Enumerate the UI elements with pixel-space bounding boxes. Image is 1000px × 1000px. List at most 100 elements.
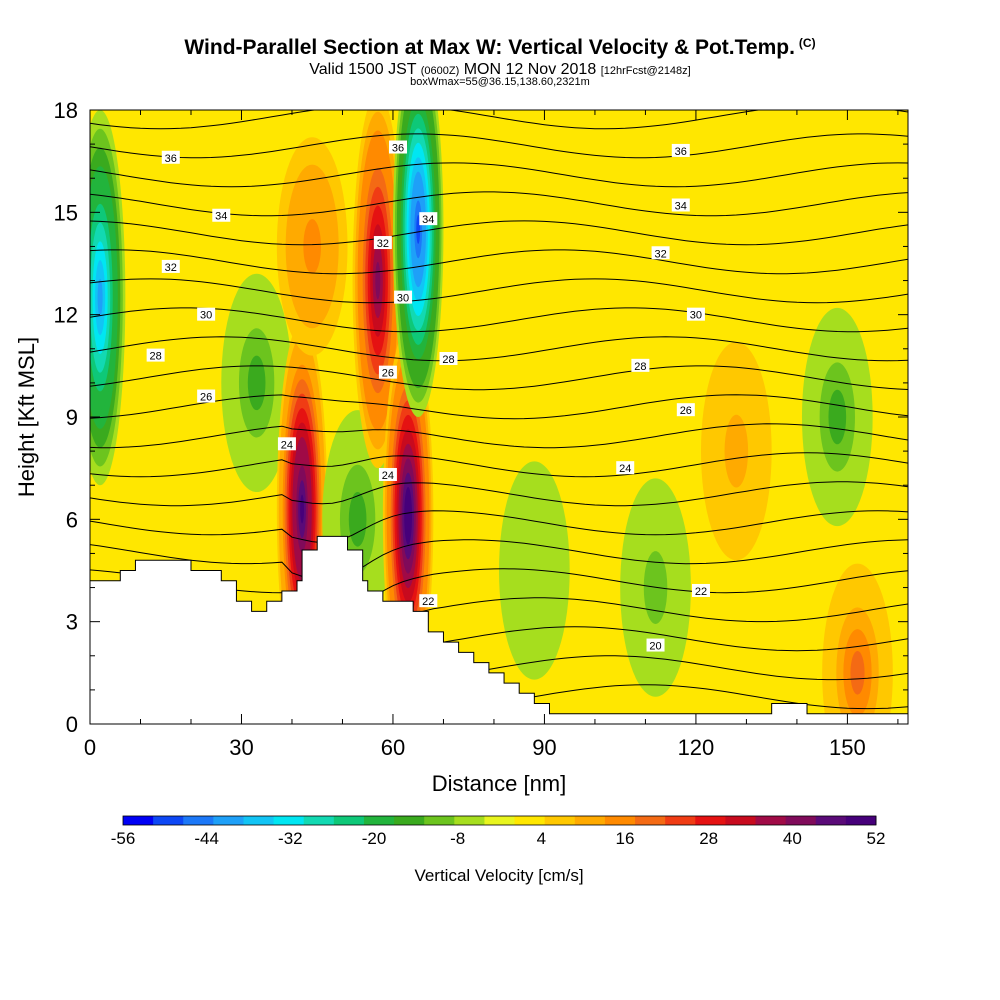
velocity-band: [850, 651, 865, 695]
colorbar-swatch: [695, 816, 726, 825]
velocity-band: [828, 389, 847, 445]
colorbar-swatch: [604, 816, 636, 825]
theta-contour: [90, 481, 908, 507]
velocity-cell-6: [382, 328, 434, 704]
terrain-profile: [89, 535, 909, 725]
contour-label-text: 30: [690, 310, 702, 322]
contour-label: 34: [671, 198, 690, 213]
contour-label-bg: [671, 143, 690, 157]
colorbar-swatch: [454, 816, 485, 825]
y-tick-label: 6: [66, 507, 78, 532]
contour-label-bg: [439, 352, 458, 366]
velocity-band: [416, 214, 421, 244]
x-tick-label: 120: [678, 735, 715, 760]
contour-label: 26: [378, 365, 397, 380]
contour-label-text: 34: [422, 214, 434, 226]
copyright-mark: (C): [798, 36, 816, 50]
contour-label-bg: [419, 594, 438, 608]
colorbar-swatch: [213, 816, 244, 825]
colorbar-swatch: [333, 816, 365, 825]
contour-label-bg: [146, 348, 165, 362]
colorbar-tick-label: 52: [867, 829, 886, 848]
contour-label: 24: [378, 467, 397, 482]
contour-label-bg: [389, 140, 408, 154]
velocity-band: [247, 355, 266, 411]
contour-label-text: 24: [619, 463, 631, 475]
y-tick-label: 0: [66, 712, 78, 737]
contour-label-bg: [161, 150, 180, 164]
y-tick-label: 9: [66, 405, 78, 430]
velocity-band: [303, 219, 322, 274]
theta-contour: [90, 110, 908, 130]
velocity-cell-1: [221, 273, 292, 493]
velocity-band: [724, 414, 749, 488]
contour-label-text: 34: [215, 211, 227, 223]
chart-title: Wind-Parallel Section at Max W: Vertical…: [0, 36, 1000, 60]
contour-label-bg: [378, 467, 397, 481]
contour-label-bg: [419, 212, 438, 226]
contour-label: 36: [671, 143, 690, 158]
contour-label-text: 36: [392, 143, 404, 155]
contour-label: 24: [277, 437, 296, 451]
contour-label: 20: [646, 638, 665, 653]
colorbar-swatch: [303, 816, 335, 825]
theta-contour: [90, 539, 908, 583]
colorbar-swatch: [484, 816, 516, 825]
colorbar-swatch: [544, 816, 576, 825]
colorbar-tick-label: -44: [194, 829, 219, 848]
contour-label: 32: [161, 259, 180, 274]
colorbar-tick-label: -20: [362, 829, 387, 848]
contour-label: 22: [419, 594, 438, 608]
x-axis-label: Distance [nm]: [432, 771, 567, 796]
contour-label-bg: [197, 307, 216, 321]
x-tick-label: 0: [84, 735, 96, 760]
theta-contour: [90, 394, 908, 420]
contour-label-text: 28: [634, 361, 646, 373]
contour-label-text: 36: [675, 146, 687, 158]
colorbar-swatch: [635, 816, 666, 825]
contour-label: 30: [686, 307, 705, 322]
theta-contour: [90, 423, 908, 449]
contour-label-text: 28: [150, 351, 162, 363]
contour-label-bg: [691, 583, 710, 597]
x-axis: 0 30 60 90 120 150: [84, 110, 899, 760]
colorbar-swatch: [815, 816, 847, 825]
contour-label-bg: [277, 437, 296, 451]
contour-labels: 20 22 22 24 24 24 26 26 26 28 28 28 30 30 30 32 32 32 34 34…: [146, 140, 710, 653]
contour-label-bg: [631, 358, 650, 372]
velocity-band: [300, 494, 305, 524]
colorbar-swatch: [424, 816, 455, 825]
theta-contour: [90, 307, 908, 333]
contour-label: 24: [616, 461, 635, 475]
contour-label-text: 20: [649, 641, 661, 653]
colorbar-swatch: [755, 816, 787, 825]
theta-contour: [90, 452, 908, 478]
colorbar-swatch: [123, 816, 154, 825]
colorbar-swatch: [394, 816, 425, 825]
theta-contour: [90, 162, 908, 188]
contour-label-text: 28: [442, 354, 454, 366]
contour-label-bg: [676, 403, 695, 417]
theta-contour: [90, 510, 908, 544]
forecast-info: [12hrFcst@2148z]: [600, 65, 691, 77]
valid-date: MON 12 Nov 2018: [463, 61, 597, 78]
y-tick-label: 12: [54, 303, 78, 328]
x-tick-label: 60: [381, 735, 405, 760]
colorbar-swatch: [845, 816, 877, 825]
contour-label-bg: [161, 259, 180, 273]
contour-label: 28: [146, 348, 165, 363]
contour-label: 34: [419, 212, 438, 226]
colorbar-tick-label: -56: [111, 829, 136, 848]
contour-label: 32: [373, 236, 392, 250]
contour-label-text: 22: [422, 596, 434, 608]
contour-label-bg: [378, 365, 397, 379]
colorbar-swatch: [183, 816, 214, 825]
x-tick-label: 30: [229, 735, 253, 760]
contour-label-text: 26: [382, 368, 394, 380]
y-tick-label: 3: [66, 610, 78, 635]
contour-label-bg: [197, 389, 216, 403]
colorbar-swatch: [574, 816, 606, 825]
theta-contour: [90, 133, 908, 159]
contour-label: 28: [439, 352, 458, 366]
